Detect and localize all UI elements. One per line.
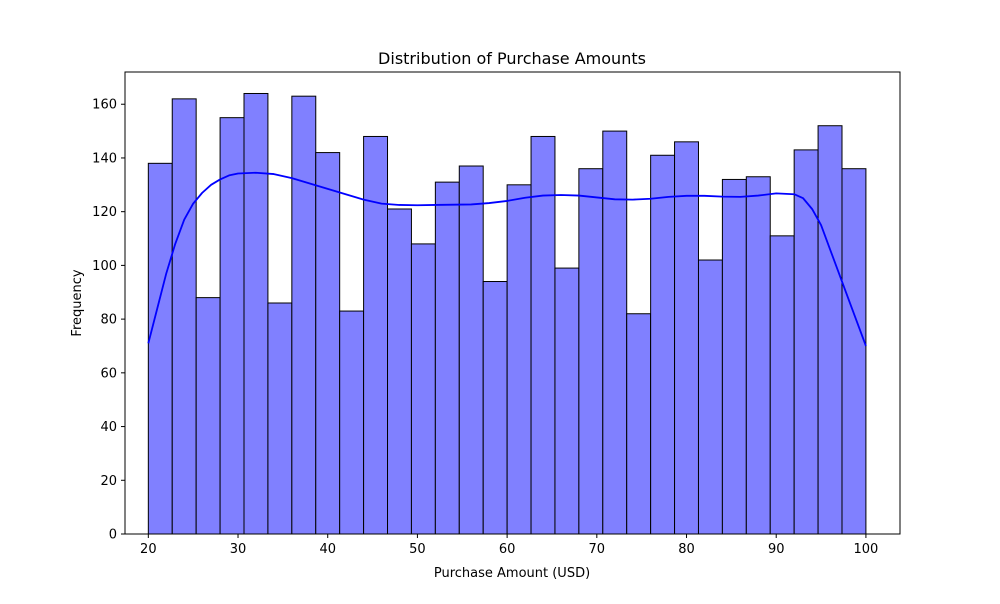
histogram-bar bbox=[195, 297, 221, 535]
histogram-bar bbox=[363, 135, 389, 535]
x-tick-label: 30 bbox=[230, 542, 247, 557]
x-tick-label: 70 bbox=[589, 542, 606, 557]
histogram-bar bbox=[482, 281, 508, 535]
histogram-bar bbox=[291, 95, 317, 535]
histogram-bars bbox=[147, 92, 867, 535]
histogram-bar bbox=[745, 176, 771, 535]
y-tick-label: 0 bbox=[109, 528, 117, 543]
histogram-bar bbox=[674, 141, 699, 535]
x-tick-label: 50 bbox=[409, 542, 426, 557]
histogram-bar bbox=[243, 92, 269, 535]
y-tick-label: 80 bbox=[100, 313, 117, 328]
x-axis-label: Purchase Amount (USD) bbox=[434, 566, 590, 581]
chart-title: Distribution of Purchase Amounts bbox=[378, 49, 646, 68]
x-tick-label: 20 bbox=[140, 542, 157, 557]
x-tick-label: 100 bbox=[854, 542, 879, 557]
histogram-bar bbox=[721, 178, 747, 535]
histogram-bar bbox=[387, 208, 412, 535]
x-tick-label: 40 bbox=[319, 542, 336, 557]
y-axis-ticks: 0 20 40 60 80 100 120 140 160 bbox=[92, 98, 125, 543]
histogram-bar bbox=[650, 154, 676, 535]
histogram-bar bbox=[339, 310, 365, 535]
histogram-bar bbox=[578, 168, 604, 535]
histogram-bar bbox=[267, 302, 293, 535]
x-tick-label: 60 bbox=[499, 542, 516, 557]
kde-line bbox=[147, 171, 867, 347]
y-tick-label: 160 bbox=[92, 98, 117, 113]
histogram-bar bbox=[147, 162, 173, 535]
histogram-bar bbox=[458, 165, 484, 535]
y-axis-label: Frequency bbox=[70, 269, 85, 336]
y-tick-label: 100 bbox=[92, 259, 117, 274]
histogram-bar bbox=[219, 117, 245, 535]
histogram-bar bbox=[171, 98, 197, 535]
histogram-bar bbox=[434, 181, 460, 535]
kde-curve-group bbox=[147, 171, 867, 347]
y-tick-label: 40 bbox=[100, 420, 117, 435]
histogram-bar bbox=[769, 235, 795, 535]
histogram-bar bbox=[506, 184, 532, 535]
histogram-bar bbox=[793, 149, 819, 535]
histogram-bar bbox=[626, 313, 652, 535]
histogram-bar bbox=[410, 243, 436, 535]
histogram-bar bbox=[315, 152, 341, 535]
y-tick-label: 140 bbox=[92, 151, 117, 166]
y-tick-label: 20 bbox=[100, 474, 117, 489]
x-axis-ticks: 20 30 40 50 60 70 80 90 100 bbox=[140, 534, 878, 557]
histogram-bar bbox=[697, 259, 723, 535]
histogram-bar bbox=[841, 168, 867, 535]
y-tick-label: 120 bbox=[92, 205, 117, 220]
histogram-bar bbox=[817, 125, 843, 535]
x-tick-label: 90 bbox=[768, 542, 785, 557]
histogram-bar bbox=[554, 267, 580, 535]
plot-frame bbox=[124, 71, 901, 535]
x-tick-label: 80 bbox=[678, 542, 695, 557]
y-tick-label: 60 bbox=[100, 366, 117, 381]
histogram-bar bbox=[602, 130, 628, 535]
